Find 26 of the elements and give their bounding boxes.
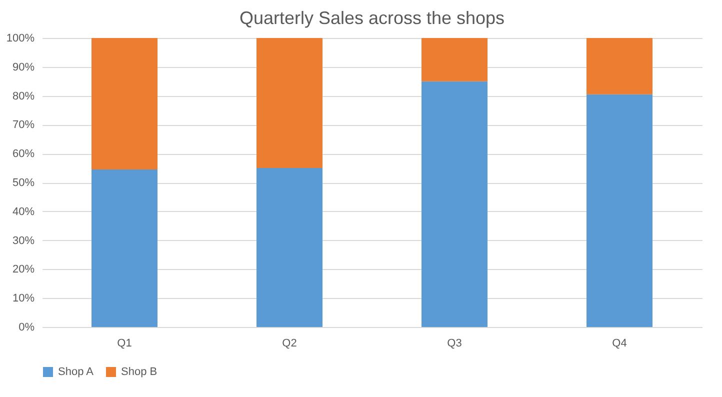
y-tick-label: 10% [12,292,35,305]
bar [92,38,158,170]
bar [586,38,652,94]
bar [422,81,488,327]
x-tick-label: Q3 [447,338,462,350]
y-tick-label: 70% [12,119,35,132]
y-tick-label: 0% [18,322,35,334]
legend-label: Shop B [121,366,158,378]
y-tick-label: 80% [12,90,35,102]
bar [92,169,158,327]
x-tick-label: Q1 [117,338,132,350]
legend-label: Shop A [58,366,94,378]
x-tick-label: Q2 [282,338,297,350]
bar [586,94,652,327]
y-tick-label: 90% [12,61,35,74]
y-tick-label: 100% [6,32,35,44]
y-tick-label: 60% [12,148,35,160]
chart-title: Quarterly Sales across the shops [239,8,505,28]
y-tick-label: 40% [12,206,35,218]
bar [422,38,488,82]
bar [256,38,322,168]
y-tick-label: 20% [12,264,35,276]
x-tick-label: Q4 [612,338,627,350]
y-tick-label: 50% [12,177,35,189]
bar [256,168,322,327]
y-tick-label: 30% [12,234,35,247]
